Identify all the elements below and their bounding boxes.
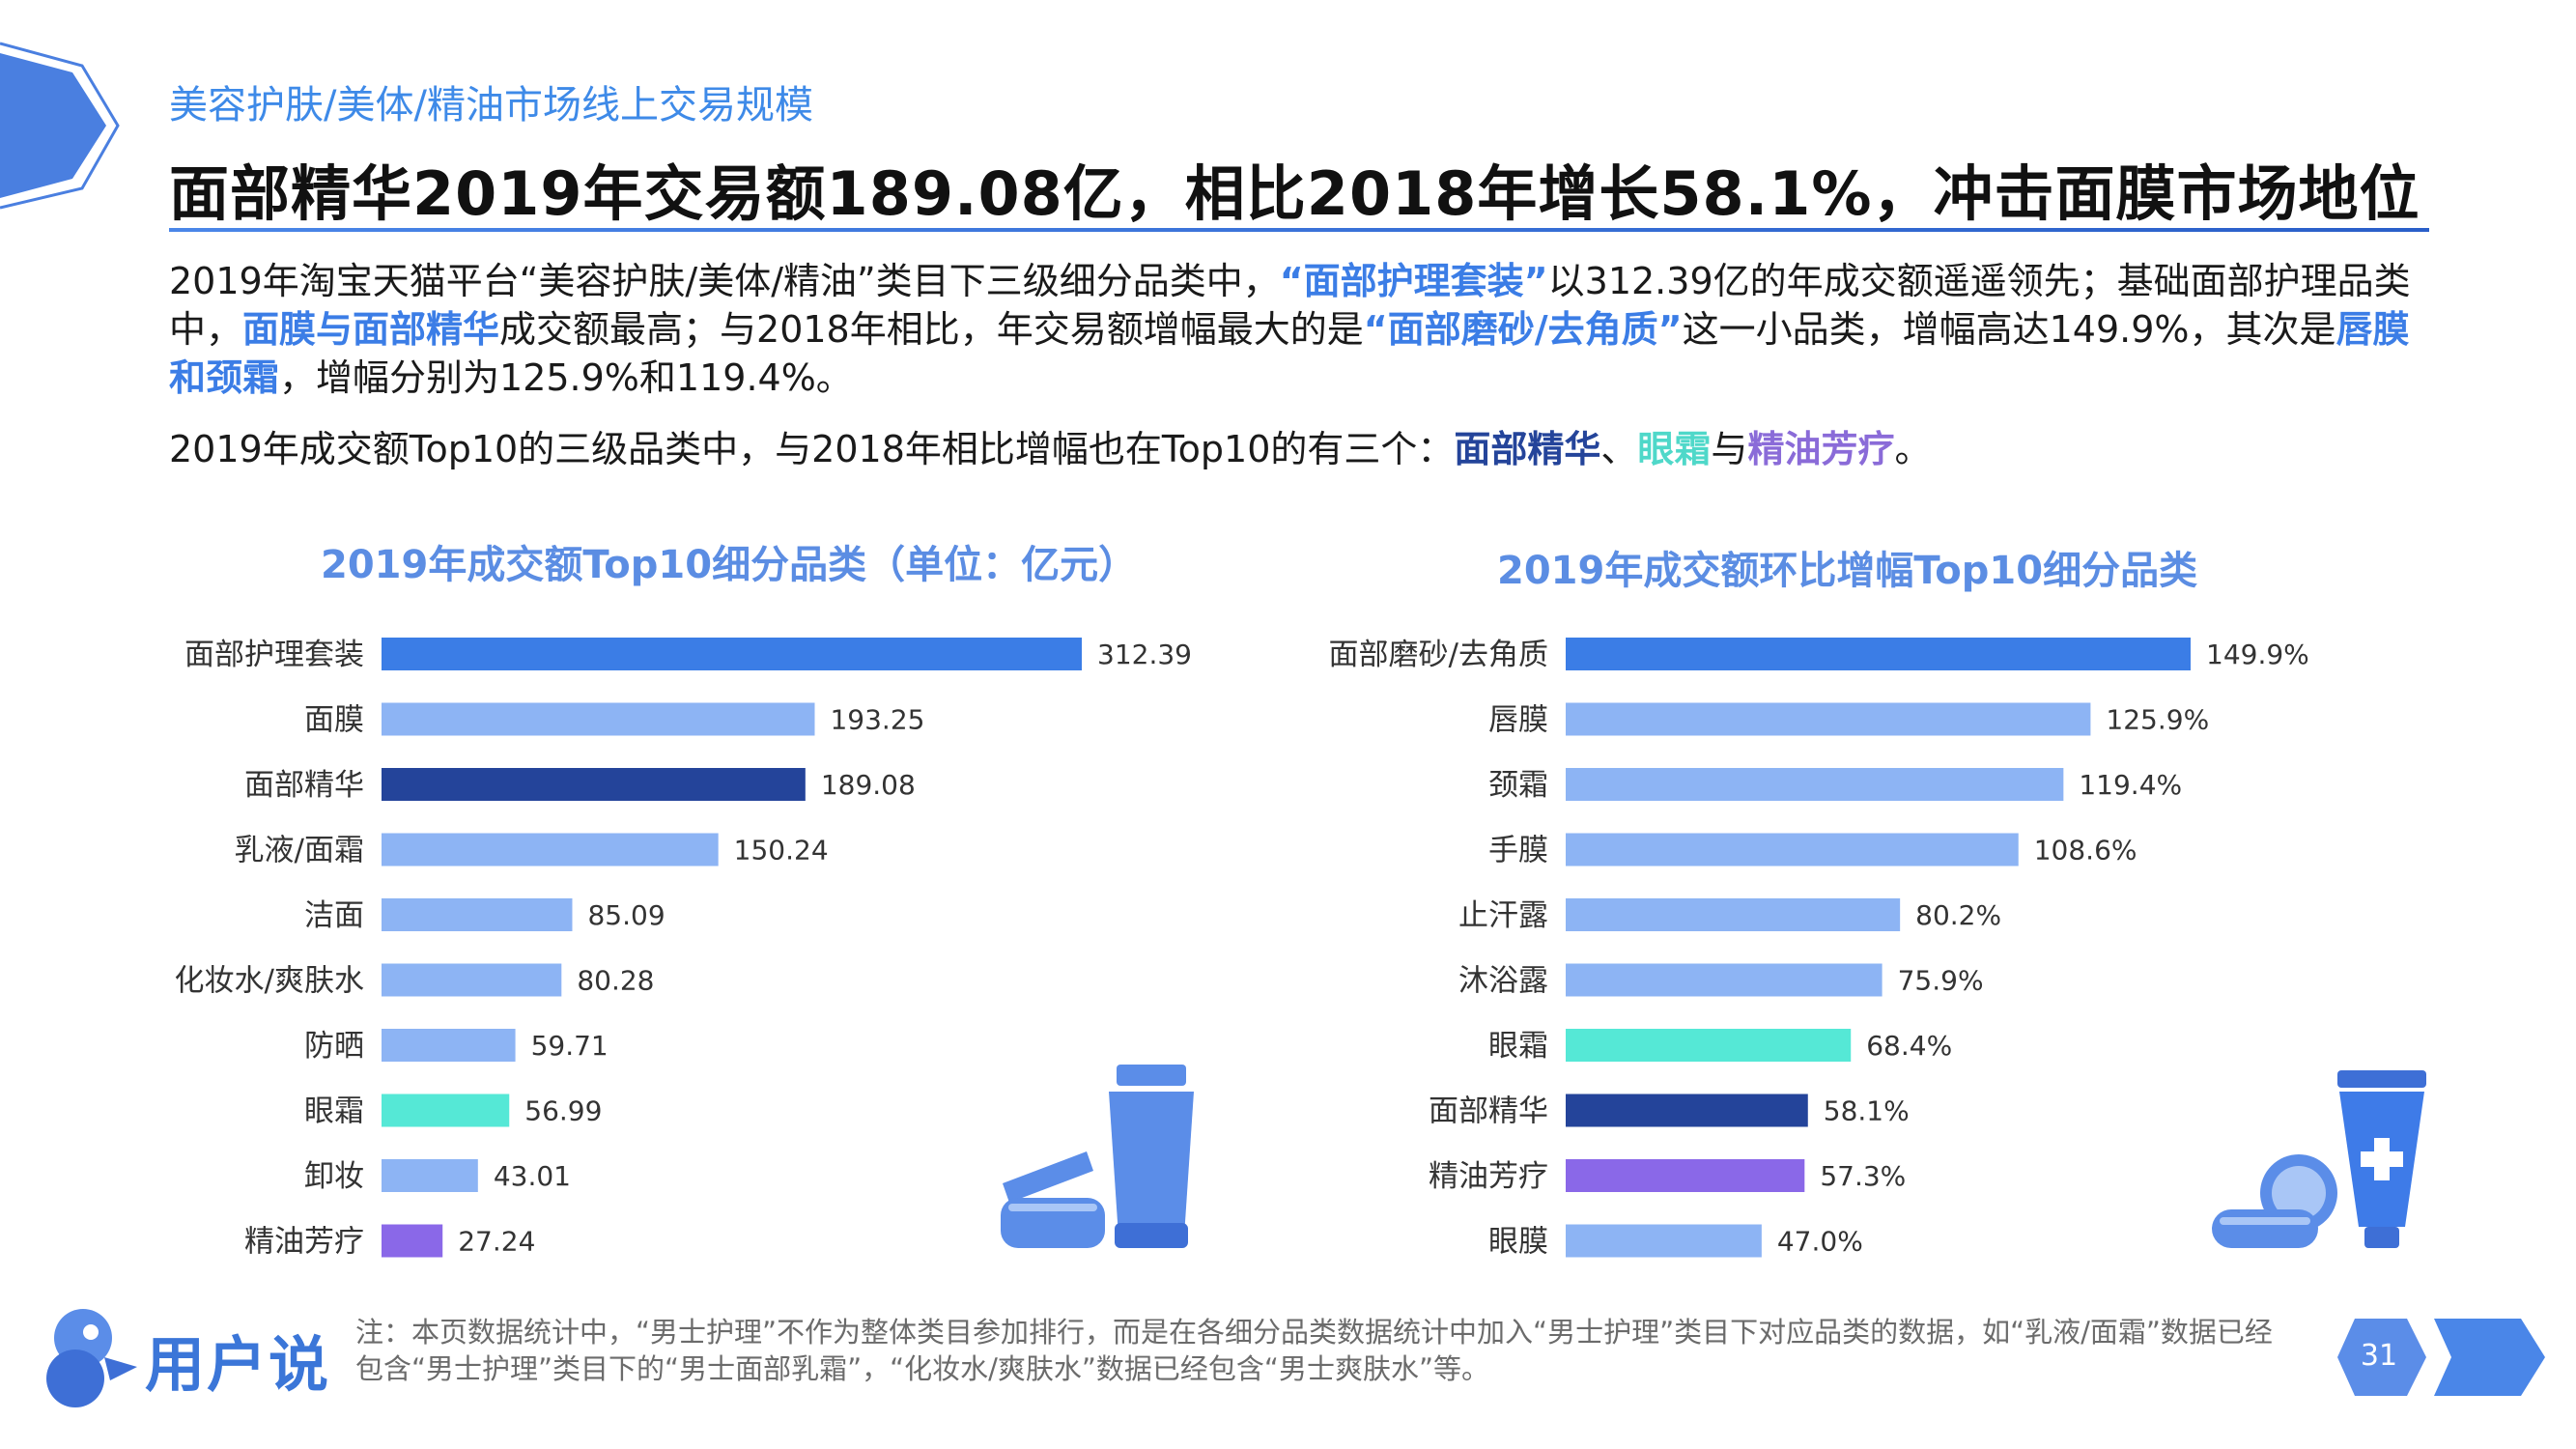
value-label: 85.09	[587, 899, 665, 931]
bar	[382, 1224, 443, 1258]
bar	[382, 768, 806, 801]
logo-text: 用户说	[145, 1329, 331, 1400]
value-label: 75.9%	[1898, 965, 1984, 997]
bar	[1566, 638, 2191, 670]
category-label: 止汗露	[1458, 898, 1548, 933]
summary-paragraph-1: 2019年淘宝天猫平台“美容护肤/美体/精油”类目下三级细分品类中，“面部护理套…	[169, 257, 2429, 402]
value-label: 58.1%	[1824, 1095, 1910, 1127]
bar	[1566, 833, 2019, 867]
category-label: 沐浴露	[1458, 964, 1548, 999]
bar	[1566, 768, 2064, 801]
cream-jar-and-tube-icon	[1001, 1065, 1194, 1248]
value-label: 108.6%	[2034, 835, 2137, 867]
bar	[1566, 1224, 1762, 1258]
category-label: 眼霜	[1488, 1029, 1548, 1064]
page-headline: 面部精华2019年交易额189.08亿，相比2018年增长58.1%，冲击面膜市…	[169, 158, 2420, 229]
value-label: 68.4%	[1866, 1030, 1952, 1062]
chart-1-title: 2019年成交额Top10细分品类（单位：亿元）	[321, 543, 1138, 587]
category-label: 卸妆	[304, 1159, 364, 1194]
value-label: 312.39	[1097, 639, 1192, 670]
category-label: 面部精华	[244, 768, 364, 803]
category-label: 唇膜	[1488, 703, 1548, 738]
category-label: 精油芳疗	[244, 1225, 364, 1260]
category-label: 精油芳疗	[1429, 1159, 1548, 1194]
p1-highlight-1: “面部护理套装”	[1279, 260, 1548, 302]
p2-sep-1: 、	[1600, 428, 1638, 470]
value-label: 150.24	[734, 835, 829, 867]
corner-hexagon-decoration	[0, 42, 120, 210]
p1-highlight-4: 唇膜和颈霜	[169, 308, 2410, 399]
bar	[382, 638, 1082, 670]
value-label: 119.4%	[2079, 769, 2182, 801]
page-number: 31	[2360, 1339, 2398, 1373]
category-label: 颈霜	[1488, 768, 1548, 803]
p2-text-2: 。	[1894, 428, 1932, 470]
bar	[382, 898, 573, 931]
category-label: 眼膜	[1488, 1225, 1548, 1260]
chart-top10-growth: 面部磨砂/去角质 149.9% 唇膜 125.9% 颈霜 119.4% 手膜 108.6% 止汗…	[1329, 638, 2309, 1260]
category-label: 手膜	[1488, 834, 1548, 868]
category-label: 眼霜	[304, 1094, 364, 1129]
lotion-tube-and-compact-icon	[2212, 1070, 2426, 1248]
p2-highlight-2: 眼霜	[1637, 428, 1712, 470]
value-label: 57.3%	[1820, 1160, 1906, 1192]
value-label: 27.24	[458, 1226, 535, 1258]
category-label: 面部磨砂/去角质	[1329, 638, 1548, 672]
category-label: 面部精华	[1429, 1094, 1548, 1129]
bar	[1566, 702, 2091, 736]
p2-sep-2: 与	[1711, 428, 1748, 470]
bar	[382, 1029, 516, 1062]
value-label: 193.25	[830, 704, 924, 736]
p1-text-2: 以312.39亿的年成交额遥遥领先；基础面部护理品类中，	[169, 260, 2411, 351]
value-label: 56.99	[524, 1095, 602, 1127]
bar	[382, 833, 719, 867]
section-subtitle: 美容护肤/美体/精油市场线上交易规模	[169, 83, 813, 128]
page-number-badge	[2337, 1319, 2545, 1396]
category-label: 乳液/面霜	[235, 834, 364, 868]
p1-text-1: 2019年淘宝天猫平台“美容护肤/美体/精油”类目下三级细分品类中，	[169, 260, 1280, 302]
p2-highlight-1: 面部精华	[1454, 428, 1601, 470]
bar	[382, 702, 815, 736]
bar	[382, 963, 562, 997]
logo-icon	[46, 1309, 137, 1407]
value-label: 43.01	[494, 1160, 571, 1192]
headline-underline	[169, 228, 2429, 232]
bar	[1566, 898, 1901, 931]
p1-highlight-2: 面膜与面部精华	[242, 308, 500, 351]
value-label: 80.2%	[1915, 899, 2001, 931]
bar	[1566, 1029, 1852, 1062]
summary-paragraph-2: 2019年成交额Top10的三级品类中，与2018年相比增幅也在Top10的有三…	[169, 425, 2429, 473]
value-label: 59.71	[531, 1030, 609, 1062]
p2-text-1: 2019年成交额Top10的三级品类中，与2018年相比增幅也在Top10的有三…	[169, 428, 1455, 470]
value-label: 125.9%	[2106, 704, 2209, 736]
category-label: 化妆水/爽肤水	[175, 964, 364, 999]
value-label: 149.9%	[2206, 639, 2309, 670]
bar	[1566, 963, 1882, 997]
p1-highlight-3: “面部磨砂/去角质”	[1363, 308, 1683, 351]
category-label: 洁面	[304, 898, 364, 933]
bar	[1566, 1094, 1808, 1127]
p1-text-5: ，增幅分别为125.9%和119.4%。	[279, 356, 853, 399]
bar	[382, 1094, 510, 1127]
category-label: 防晒	[304, 1029, 364, 1064]
value-label: 47.0%	[1777, 1226, 1863, 1258]
p1-text-3: 成交额最高；与2018年相比，年交易额增幅最大的是	[499, 308, 1364, 351]
category-label: 面部护理套装	[184, 638, 364, 672]
p1-text-4: 这一小品类，增幅高达149.9%，其次是	[1682, 308, 2336, 351]
footnote: 注：本页数据统计中，“男士护理”不作为整体类目参加排行，而是在各细分品类数据统计…	[355, 1316, 2273, 1385]
value-label: 80.28	[577, 965, 654, 997]
bar	[1566, 1159, 1805, 1192]
p2-highlight-3: 精油芳疗	[1747, 428, 1895, 470]
category-label: 面膜	[304, 703, 364, 738]
chart-2-title: 2019年成交额环比增幅Top10细分品类	[1497, 549, 2198, 593]
bar	[382, 1159, 478, 1192]
chart-top10-sales: 面部护理套装 312.39 面膜 193.25 面部精华 189.08 乳液/面霜 150.2…	[175, 638, 1192, 1260]
value-label: 189.08	[821, 769, 916, 801]
